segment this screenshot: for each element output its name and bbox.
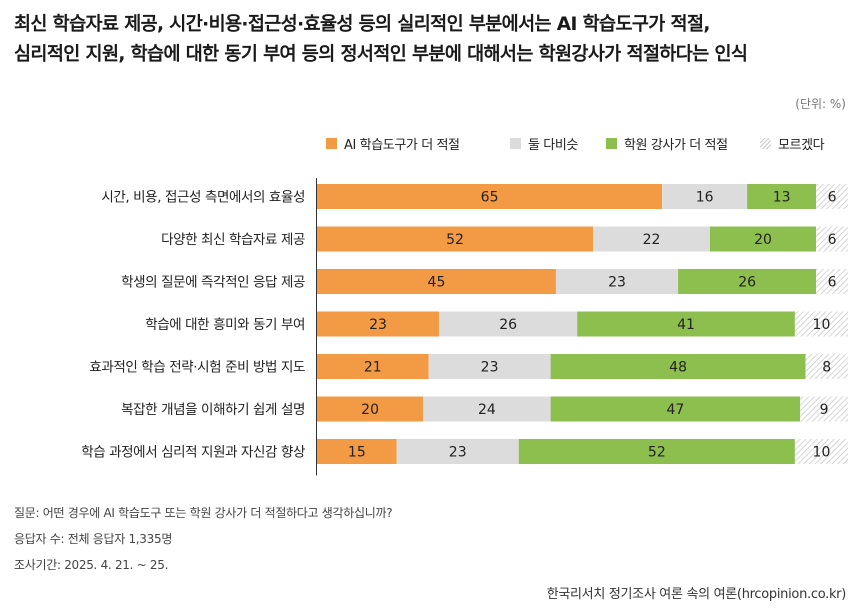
bar-segment-ai [317,439,397,464]
legend-swatch-dont-know [760,137,771,149]
data-label-similar: 23 [449,445,467,461]
bar-segment-similar [428,354,551,379]
bar-segment-ai [317,311,440,337]
bar-segment-dont-know [805,354,848,379]
bar-segment-similar [555,269,679,294]
legend-item-dont-know: 모르겠다 [760,132,825,154]
data-label-similar: 22 [643,232,661,248]
data-label-ai: 45 [428,275,446,291]
data-label-instructor: 48 [669,360,687,376]
footer-period: 조사기간: 2025. 4. 21. ~ 25. [14,558,169,572]
bar-segment-dont-know [794,311,848,337]
data-label-similar: 23 [608,275,626,291]
legend-label-dont-know: 모르겠다 [778,137,825,153]
bar-segment-dont-know [816,184,848,209]
category-label: 시간, 비용, 접근성 측면에서의 효율성 [101,190,305,206]
data-label-dont-know: 10 [813,317,831,333]
data-label-ai: 65 [481,190,499,206]
data-label-ai: 52 [446,232,464,248]
data-label-similar: 24 [478,402,496,418]
bar-segment-instructor [709,226,817,252]
legend-label-instructor: 학원 강사가 더 적절 [624,137,728,153]
bar-segment-dont-know [816,269,848,294]
legend-item-ai: AI 학습도구가 더 적절 [326,132,460,154]
data-label-dont-know: 8 [822,360,831,376]
footer-source: 한국리서치 정기조사 여론 속의 여론(hrcopinion.co.kr) [546,587,847,602]
data-label-instructor: 52 [648,445,666,461]
bar-segment-ai [317,226,594,252]
bar-segment-ai [317,396,424,422]
bar-segment-instructor [747,184,817,209]
data-label-ai: 21 [364,360,382,376]
bar-segment-ai [317,354,429,379]
title-line-1: 최신 학습자료 제공, 시간·비용·접근성·효율성 등의 실리적인 부분에서는 … [14,14,710,35]
data-label-instructor: 47 [667,402,685,418]
title-line-2: 심리적인 지원, 학습에 대한 동기 부여 등의 정서적인 부분에 대해서는 학… [14,44,748,65]
bar-segment-similar [423,396,551,422]
footer-respondents: 응답자 수: 전체 응답자 1,335명 [14,532,173,546]
legend-label-ai: AI 학습도구가 더 적절 [344,137,460,153]
bar-segment-similar [439,311,578,337]
legend-item-similar: 둘 다비슷 [510,132,578,154]
bar-segment-similar [396,439,519,464]
bar-segment-instructor [518,439,795,464]
bar-segment-instructor [550,354,806,379]
bar-segment-similar [662,184,748,209]
legend-swatch-instructor [606,137,617,149]
legend: AI 학습도구가 더 적절 둘 다비슷 학원 강사가 더 적절 모르겠다 [318,132,848,154]
data-label-instructor: 13 [773,190,791,206]
data-label-ai: 20 [361,402,379,418]
bar-segment-instructor [577,311,795,337]
category-label: 다양한 최신 학습자료 제공 [161,232,305,248]
data-label-similar: 26 [499,317,517,333]
data-label-similar: 16 [696,190,714,206]
data-label-dont-know: 6 [828,232,837,248]
bar-segment-dont-know [800,396,848,422]
footer-question: 질문: 어떤 경우에 AI 학습도구 또는 학원 강사가 더 적절하다고 생각하… [14,506,393,520]
data-label-dont-know: 10 [813,445,831,461]
data-label-ai: 23 [369,317,387,333]
chart-title: 최신 학습자료 제공, 시간·비용·접근성·효율성 등의 실리적인 부분에서는 … [14,10,844,70]
legend-swatch-ai [326,137,337,149]
bar-segment-instructor [678,269,817,294]
data-label-instructor: 26 [738,275,756,291]
bar-segment-dont-know [794,439,848,464]
data-label-dont-know: 6 [828,190,837,206]
bar-segment-ai [317,269,556,294]
category-label: 효과적인 학습 전략·시험 준비 방법 지도 [89,360,305,376]
category-label: 학습 과정에서 심리적 지원과 자신감 향상 [81,445,305,461]
legend-swatch-similar [510,137,521,149]
bar-segment-similar [593,226,710,252]
bar-segment-ai [317,184,663,209]
legend-item-instructor: 학원 강사가 더 적절 [606,132,728,154]
data-label-instructor: 41 [677,317,695,333]
data-label-ai: 15 [348,445,366,461]
data-label-dont-know: 9 [820,402,829,418]
category-label: 학생의 질문에 즉각적인 응답 제공 [121,275,305,291]
data-label-instructor: 20 [754,232,772,248]
bar-segment-instructor [550,396,801,422]
unit-label: (단위: %) [795,97,846,111]
bar-segment-dont-know [816,226,848,252]
legend-label-similar: 둘 다비슷 [528,137,578,153]
category-label: 복잡한 개념을 이해하기 쉽게 설명 [121,402,305,418]
category-label: 학습에 대한 흥미와 동기 부여 [145,317,305,333]
data-label-similar: 23 [481,360,499,376]
data-label-dont-know: 6 [828,275,837,291]
